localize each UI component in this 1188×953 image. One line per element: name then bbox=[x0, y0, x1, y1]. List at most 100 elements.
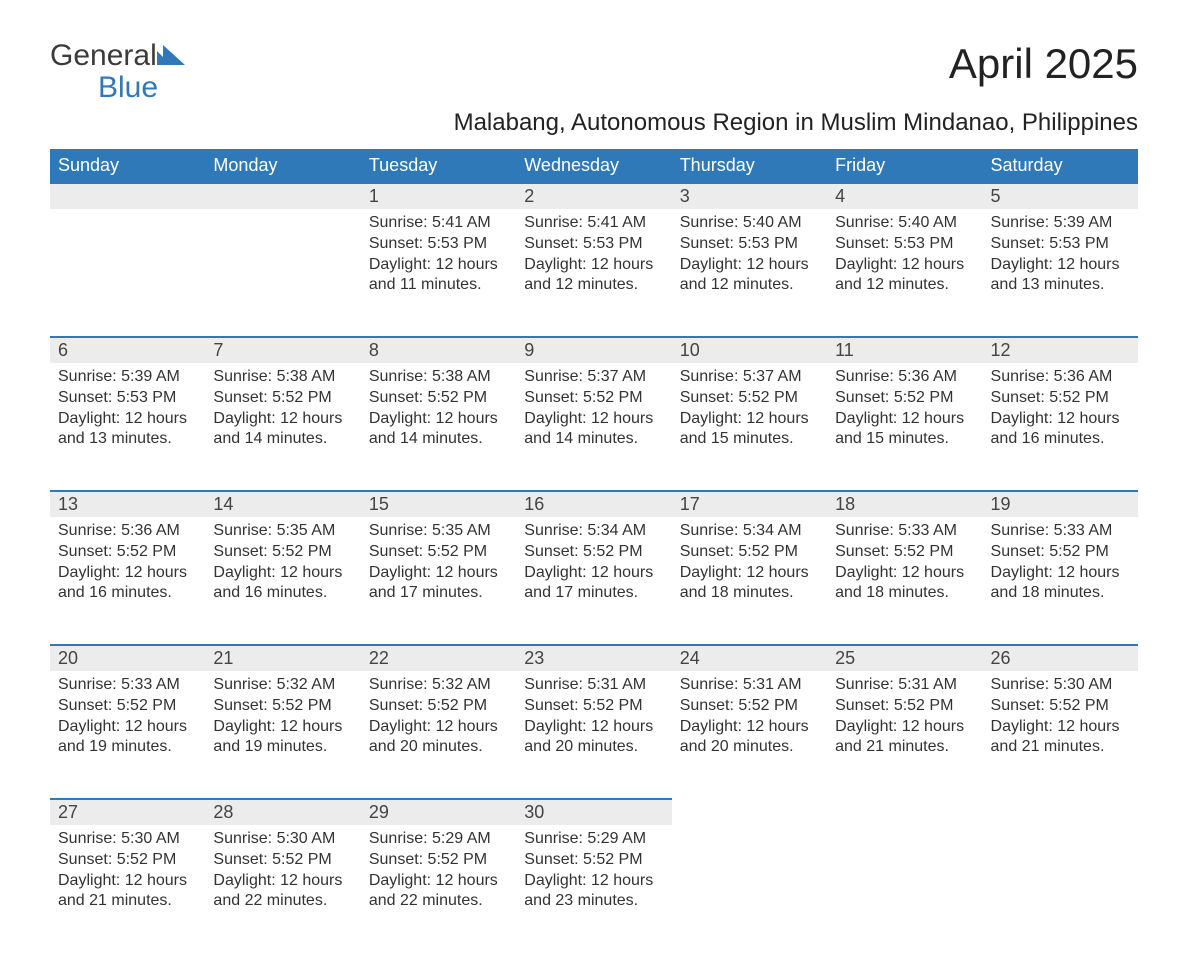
page-title: April 2025 bbox=[949, 40, 1138, 88]
day-detail-line: Sunrise: 5:30 AM bbox=[58, 829, 197, 850]
day-detail-line: Sunset: 5:52 PM bbox=[991, 696, 1130, 717]
day-detail-line: Sunrise: 5:36 AM bbox=[58, 521, 197, 542]
day-detail-line: Sunrise: 5:31 AM bbox=[680, 675, 819, 696]
day-detail-line: Sunset: 5:53 PM bbox=[991, 234, 1130, 255]
day-content-cell: Sunrise: 5:40 AMSunset: 5:53 PMDaylight:… bbox=[827, 209, 982, 337]
day-detail-line: Daylight: 12 hours bbox=[680, 255, 819, 276]
day-detail-line: and 16 minutes. bbox=[213, 583, 352, 604]
day-number-cell: 15 bbox=[361, 491, 516, 517]
day-detail-line: Sunset: 5:52 PM bbox=[835, 542, 974, 563]
day-number-row: 12345 bbox=[50, 183, 1138, 209]
day-number-cell bbox=[827, 799, 982, 825]
day-number-cell: 19 bbox=[983, 491, 1138, 517]
day-content-cell: Sunrise: 5:41 AMSunset: 5:53 PMDaylight:… bbox=[516, 209, 671, 337]
day-detail-line: and 20 minutes. bbox=[369, 737, 508, 758]
day-number-cell: 12 bbox=[983, 337, 1138, 363]
day-content-cell: Sunrise: 5:30 AMSunset: 5:52 PMDaylight:… bbox=[983, 671, 1138, 799]
day-content-cell: Sunrise: 5:29 AMSunset: 5:52 PMDaylight:… bbox=[361, 825, 516, 953]
day-number-cell: 14 bbox=[205, 491, 360, 517]
day-content-cell: Sunrise: 5:31 AMSunset: 5:52 PMDaylight:… bbox=[516, 671, 671, 799]
day-number-cell: 13 bbox=[50, 491, 205, 517]
weekday-header: Friday bbox=[827, 149, 982, 183]
logo: General Blue bbox=[50, 40, 185, 103]
day-number-cell: 27 bbox=[50, 799, 205, 825]
day-detail-line: Sunset: 5:53 PM bbox=[680, 234, 819, 255]
day-detail-line: Sunset: 5:52 PM bbox=[835, 388, 974, 409]
day-content-cell: Sunrise: 5:29 AMSunset: 5:52 PMDaylight:… bbox=[516, 825, 671, 953]
day-number-cell: 16 bbox=[516, 491, 671, 517]
day-detail-line: Sunset: 5:52 PM bbox=[213, 850, 352, 871]
day-detail-line: and 22 minutes. bbox=[369, 891, 508, 912]
day-content-cell: Sunrise: 5:38 AMSunset: 5:52 PMDaylight:… bbox=[205, 363, 360, 491]
day-detail-line: Sunset: 5:53 PM bbox=[58, 388, 197, 409]
weekday-header: Monday bbox=[205, 149, 360, 183]
day-detail-line: Daylight: 12 hours bbox=[58, 409, 197, 430]
day-number-cell: 22 bbox=[361, 645, 516, 671]
weekday-header: Wednesday bbox=[516, 149, 671, 183]
weekday-header: Sunday bbox=[50, 149, 205, 183]
day-detail-line: and 18 minutes. bbox=[991, 583, 1130, 604]
day-number-cell: 29 bbox=[361, 799, 516, 825]
day-detail-line: Daylight: 12 hours bbox=[524, 871, 663, 892]
day-number-row: 27282930 bbox=[50, 799, 1138, 825]
day-content-row: Sunrise: 5:33 AM Sunset: 5:52 PM Daylight:… bbox=[50, 671, 1138, 799]
day-detail-line: Sunrise: 5:33 AM bbox=[58, 675, 197, 696]
day-detail-line: Sunset: 5:52 PM bbox=[58, 850, 197, 871]
day-number-cell bbox=[205, 183, 360, 209]
day-detail-line: Daylight: 12 hours bbox=[680, 409, 819, 430]
day-content-cell: Sunrise: 5:30 AMSunset: 5:52 PMDaylight:… bbox=[50, 825, 205, 953]
day-detail-line: Daylight: 12 hours bbox=[369, 409, 508, 430]
day-number-row: 6789101112 bbox=[50, 337, 1138, 363]
day-number-cell: 2 bbox=[516, 183, 671, 209]
day-detail-line: Sunrise: 5:40 AM bbox=[680, 213, 819, 234]
day-number-cell: 5 bbox=[983, 183, 1138, 209]
day-detail-line: Sunset: 5:52 PM bbox=[680, 388, 819, 409]
day-detail-line: and 14 minutes. bbox=[369, 429, 508, 450]
day-detail-line: and 21 minutes. bbox=[835, 737, 974, 758]
day-content-row: Sunrise: 5:39 AMSunset: 5:53 PMDaylight:… bbox=[50, 363, 1138, 491]
day-content-cell: Sunrise: 5:36 AMSunset: 5:52 PMDaylight:… bbox=[827, 363, 982, 491]
day-detail-line: Sunset: 5:52 PM bbox=[524, 388, 663, 409]
day-detail-line: and 13 minutes. bbox=[58, 429, 197, 450]
day-detail-line: Sunrise: 5:30 AM bbox=[213, 829, 352, 850]
logo-word-2: Blue bbox=[50, 71, 158, 104]
day-detail-line: Daylight: 12 hours bbox=[213, 871, 352, 892]
day-detail-line: and 12 minutes. bbox=[524, 275, 663, 296]
day-detail-line: Sunset: 5:53 PM bbox=[524, 234, 663, 255]
day-detail-line: Sunrise: 5:34 AM bbox=[680, 521, 819, 542]
weekday-header: Saturday bbox=[983, 149, 1138, 183]
day-detail-line: and 17 minutes. bbox=[524, 583, 663, 604]
day-number-cell: 7 bbox=[205, 337, 360, 363]
day-detail-line: Sunrise: 5:37 AM bbox=[680, 367, 819, 388]
day-number-cell: 20 bbox=[50, 645, 205, 671]
day-detail-line: and 23 minutes. bbox=[524, 891, 663, 912]
day-content-row: Sunrise: 5:36 AMSunset: 5:52 PMDaylight:… bbox=[50, 517, 1138, 645]
day-number-row: 20212223242526 bbox=[50, 645, 1138, 671]
day-detail-line: Sunrise: 5:41 AM bbox=[524, 213, 663, 234]
day-number-cell: 25 bbox=[827, 645, 982, 671]
day-detail-line: Sunset: 5:52 PM bbox=[524, 542, 663, 563]
day-content-cell bbox=[983, 825, 1138, 953]
day-detail-line: and 12 minutes. bbox=[835, 275, 974, 296]
day-detail-line: Sunset: 5:52 PM bbox=[680, 542, 819, 563]
day-detail-line: Daylight: 12 hours bbox=[524, 409, 663, 430]
day-detail-line: and 11 minutes. bbox=[369, 275, 508, 296]
day-detail-line: Sunrise: 5:38 AM bbox=[213, 367, 352, 388]
day-detail-line: Sunset: 5:52 PM bbox=[835, 696, 974, 717]
day-detail-line: Sunrise: 5:39 AM bbox=[991, 213, 1130, 234]
day-content-cell: Sunrise: 5:36 AMSunset: 5:52 PMDaylight:… bbox=[983, 363, 1138, 491]
day-detail-line: Sunset: 5:53 PM bbox=[369, 234, 508, 255]
day-detail-line: Daylight: 12 hours bbox=[835, 409, 974, 430]
day-detail-line: Sunrise: 5:30 AM bbox=[991, 675, 1130, 696]
day-detail-line: Sunrise: 5:33 AM bbox=[835, 521, 974, 542]
logo-flag-icon bbox=[157, 45, 185, 65]
day-detail-line: Daylight: 12 hours bbox=[369, 717, 508, 738]
day-content-row: Sunrise: 5:41 AMSunset: 5:53 PMDaylight:… bbox=[50, 209, 1138, 337]
day-content-cell: Sunrise: 5:41 AMSunset: 5:53 PMDaylight:… bbox=[361, 209, 516, 337]
day-content-cell: Sunrise: 5:33 AMSunset: 5:52 PMDaylight:… bbox=[827, 517, 982, 645]
day-detail-line: Sunset: 5:52 PM bbox=[58, 542, 197, 563]
day-detail-line: and 19 minutes. bbox=[58, 737, 197, 758]
day-content-cell: Sunrise: 5:33 AMSunset: 5:52 PMDaylight:… bbox=[983, 517, 1138, 645]
weekday-header-row: Sunday Monday Tuesday Wednesday Thursday… bbox=[50, 149, 1138, 183]
day-content-cell: Sunrise: 5:34 AMSunset: 5:52 PMDaylight:… bbox=[672, 517, 827, 645]
